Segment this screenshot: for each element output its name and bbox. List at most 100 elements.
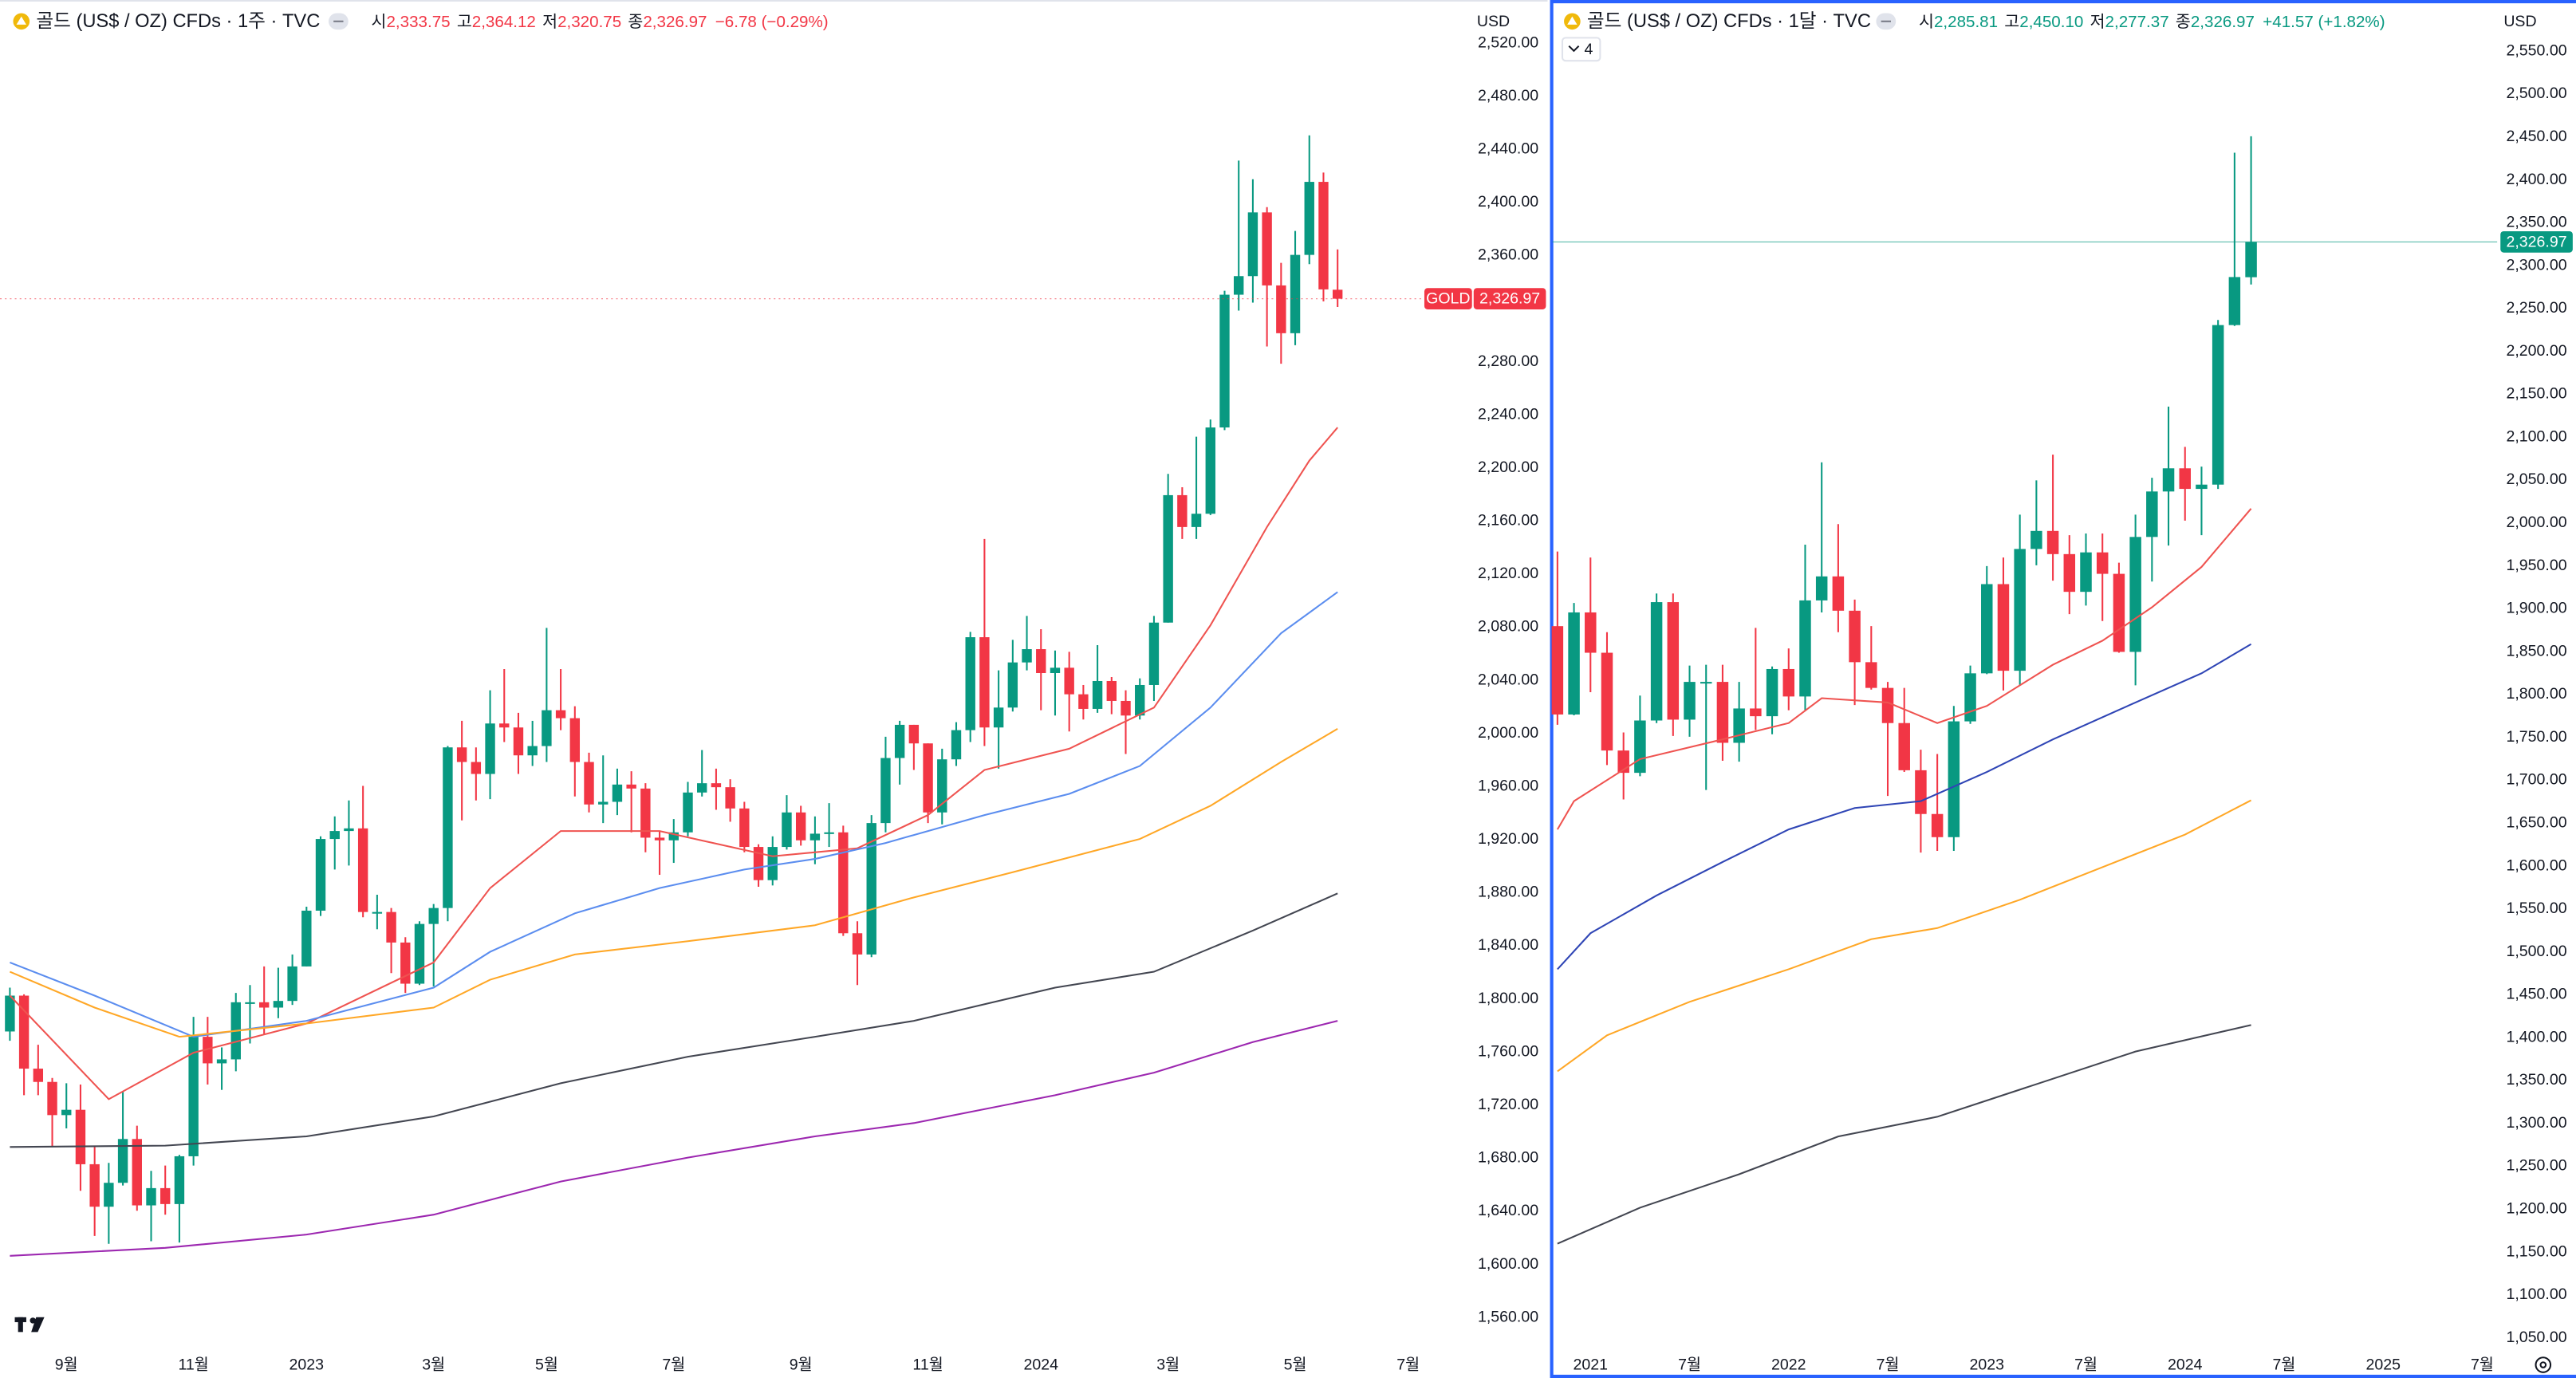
y-tick-label: 1,400.00	[2507, 1028, 2567, 1045]
candle-body	[258, 1002, 270, 1008]
candle-body	[216, 1059, 227, 1064]
y-tick-label: 2,480.00	[1478, 87, 1538, 104]
y-tick-label: 2,440.00	[1478, 140, 1538, 157]
y-tick-label: 1,680.00	[1478, 1149, 1538, 1167]
candle-body	[329, 831, 340, 840]
x-tick-label: 7월	[1678, 1356, 1701, 1374]
ohlc-legend: 시2,333.75 고2,364.12 저2,320.75 종2,326.97 −6.7…	[372, 12, 829, 30]
candle-body	[1684, 682, 1696, 720]
indicators-toggle[interactable]	[1561, 37, 1601, 62]
x-tick-label: 2021	[1574, 1356, 1608, 1374]
candle-body	[1815, 576, 1828, 600]
ohlc-legend-value: 2,326.97	[2191, 12, 2255, 30]
y-tick-label: 1,600.00	[1478, 1255, 1538, 1273]
candle-body	[1290, 254, 1301, 333]
candle-body	[866, 823, 876, 955]
y-tick-label: 2,160.00	[1478, 512, 1538, 530]
symbol-tag-badge	[1424, 288, 1472, 309]
candle-body	[923, 743, 933, 813]
candle-body	[1022, 649, 1032, 663]
candle-body	[1997, 584, 2010, 671]
candle-body	[2063, 553, 2076, 593]
indicators-count[interactable]: 4	[1585, 41, 1593, 58]
candle-body	[1092, 680, 1103, 709]
x-tick-label: 2024	[1024, 1356, 1059, 1374]
candle-body	[174, 1156, 185, 1204]
candle-body	[612, 784, 623, 802]
y-tick-label: 1,600.00	[2507, 856, 2567, 874]
candle-body	[1007, 662, 1018, 708]
candle-body	[89, 1163, 100, 1207]
candle-body	[1078, 694, 1089, 709]
y-tick-label: 1,100.00	[2507, 1285, 2567, 1303]
candle-body	[993, 707, 1004, 728]
candle-body	[1234, 276, 1244, 295]
candle-body	[1650, 602, 1663, 721]
chart-title[interactable]: 골드 (US$ / OZ) CFDs · 1주 · TVC	[36, 11, 320, 32]
candle-body	[1551, 626, 1564, 715]
y-tick-label: 2,000.00	[2507, 514, 2567, 531]
currency-label[interactable]: USD	[1477, 13, 1510, 30]
candle-body	[104, 1183, 114, 1207]
candle-body	[1915, 770, 1927, 814]
candle-body	[471, 762, 482, 774]
y-tick-label: 1,300.00	[2507, 1114, 2567, 1132]
ohlc-legend-label: 시	[1919, 12, 1934, 30]
candle-body	[2179, 468, 2191, 490]
x-tick-label: 2023	[1970, 1356, 2005, 1374]
candle-body	[1881, 687, 1894, 723]
ohlc-legend: 시2,285.81 고2,450.10 저2,277.37 종2,326.97 +41.…	[1919, 12, 2385, 30]
candle-body	[287, 966, 297, 1002]
y-tick-label: 2,120.00	[1478, 565, 1538, 582]
candle-body	[1700, 682, 1712, 684]
candle-body	[1948, 721, 1960, 837]
y-tick-label: 2,280.00	[1478, 352, 1538, 370]
candle-body	[344, 828, 354, 832]
x-tick-label: 3월	[422, 1356, 445, 1374]
last-price-label: 2,326.97	[1479, 290, 1540, 308]
candle-body	[33, 1069, 44, 1082]
y-tick-label: 1,950.00	[2507, 557, 2567, 574]
y-tick-label: 1,560.00	[1478, 1308, 1538, 1325]
ohlc-legend-label: 저	[542, 12, 557, 30]
x-tick-label: 9월	[790, 1356, 813, 1374]
y-tick-label: 1,640.00	[1478, 1202, 1538, 1219]
x-tick-label: 3월	[1156, 1356, 1180, 1374]
chart-title[interactable]: 골드 (US$ / OZ) CFDs · 1달 · TVC	[1587, 10, 1871, 32]
x-tick-label: 5월	[535, 1356, 558, 1374]
candle-body	[2080, 552, 2092, 593]
candle-body	[1766, 668, 1778, 717]
candle-body	[75, 1109, 86, 1164]
y-tick-label: 2,360.00	[1478, 246, 1538, 264]
candle-body	[937, 759, 947, 813]
symbol-icon-mark	[1567, 16, 1578, 25]
candle-body	[1135, 684, 1145, 716]
candle-body	[117, 1139, 128, 1183]
currency-label[interactable]: USD	[2503, 13, 2536, 30]
y-tick-label: 1,250.00	[2507, 1157, 2567, 1175]
candle-body	[739, 808, 750, 848]
x-tick-label: 7월	[2471, 1356, 2494, 1374]
candle-body	[584, 762, 594, 805]
last-price-badge	[1473, 288, 1546, 309]
candle-body	[767, 847, 778, 880]
indicators-chevron	[1568, 45, 1580, 53]
candle-body	[711, 783, 722, 788]
ohlc-legend-label: 저	[2090, 12, 2105, 30]
moving-average-line	[1556, 508, 2252, 830]
moving-average-line	[10, 892, 1338, 1148]
candle-body	[725, 787, 735, 809]
y-tick-label: 1,650.00	[2507, 813, 2567, 831]
candle-body	[824, 832, 834, 834]
y-tick-label: 1,960.00	[1478, 777, 1538, 794]
y-tick-label: 1,200.00	[2507, 1200, 2567, 1218]
x-tick-label: 5월	[1284, 1356, 1307, 1374]
settings-icon[interactable]	[2535, 1356, 2552, 1373]
candle-body	[386, 911, 396, 943]
y-tick-label: 2,040.00	[1478, 671, 1538, 688]
candle-body	[1849, 610, 1861, 663]
candle-body	[2014, 549, 2026, 671]
candle-body	[2113, 573, 2125, 652]
candle-body	[5, 995, 15, 1032]
